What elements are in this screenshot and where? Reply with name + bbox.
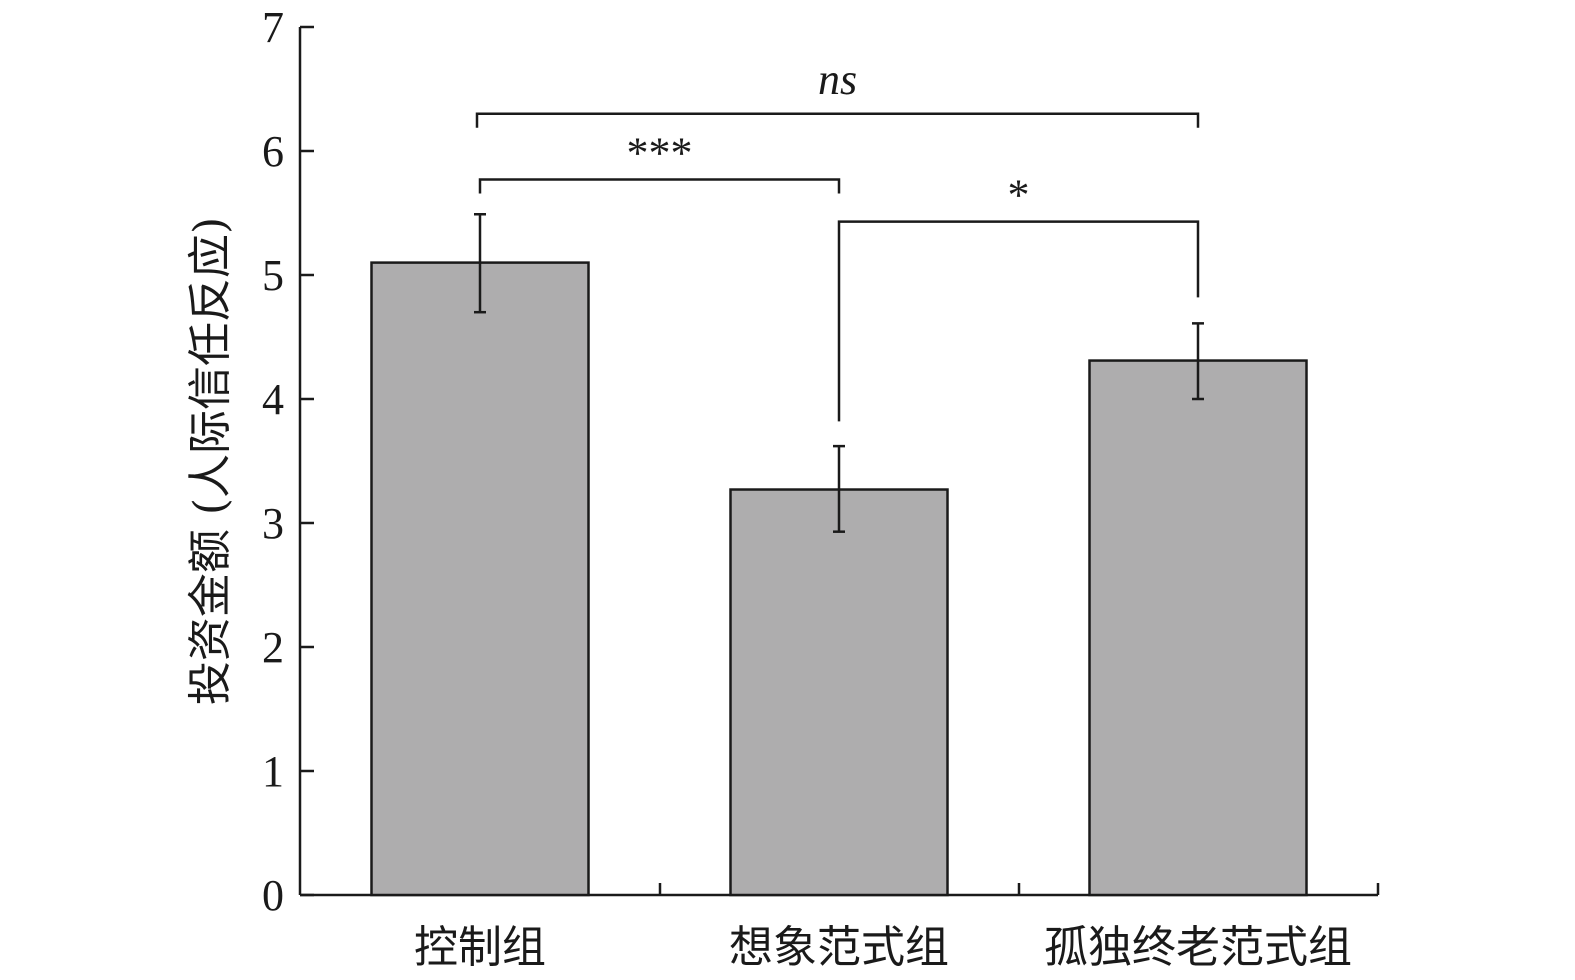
y-tick-label: 7: [262, 3, 284, 52]
significance-bracket: [475, 112, 1200, 128]
significance-label: ns: [818, 55, 857, 104]
bar: [370, 261, 590, 897]
y-tick-label: 4: [262, 375, 284, 424]
error-bars: [474, 212, 1204, 533]
bar: [1088, 359, 1308, 897]
x-category-label: 控制组: [414, 922, 546, 973]
y-axis-label: 投资金额 (人际信任反应): [185, 217, 236, 705]
x-category-label: 想象范式组: [729, 922, 949, 973]
bar: [729, 488, 949, 897]
significance-bracket: [837, 220, 1200, 422]
significance-label: ***: [627, 129, 693, 178]
significance-label: *: [1008, 171, 1030, 220]
y-tick-label: 0: [262, 871, 284, 920]
bars: [370, 261, 1308, 897]
y-tick-label: 1: [262, 747, 284, 796]
x-category-label: 孤独终老范式组: [1044, 922, 1352, 973]
y-tick-label: 3: [262, 499, 284, 548]
y-tick-label: 6: [262, 127, 284, 176]
y-tick-label: 2: [262, 623, 284, 672]
significance-bracket: [478, 178, 841, 194]
significance-brackets: [475, 112, 1200, 422]
y-tick-label: 5: [262, 251, 284, 300]
